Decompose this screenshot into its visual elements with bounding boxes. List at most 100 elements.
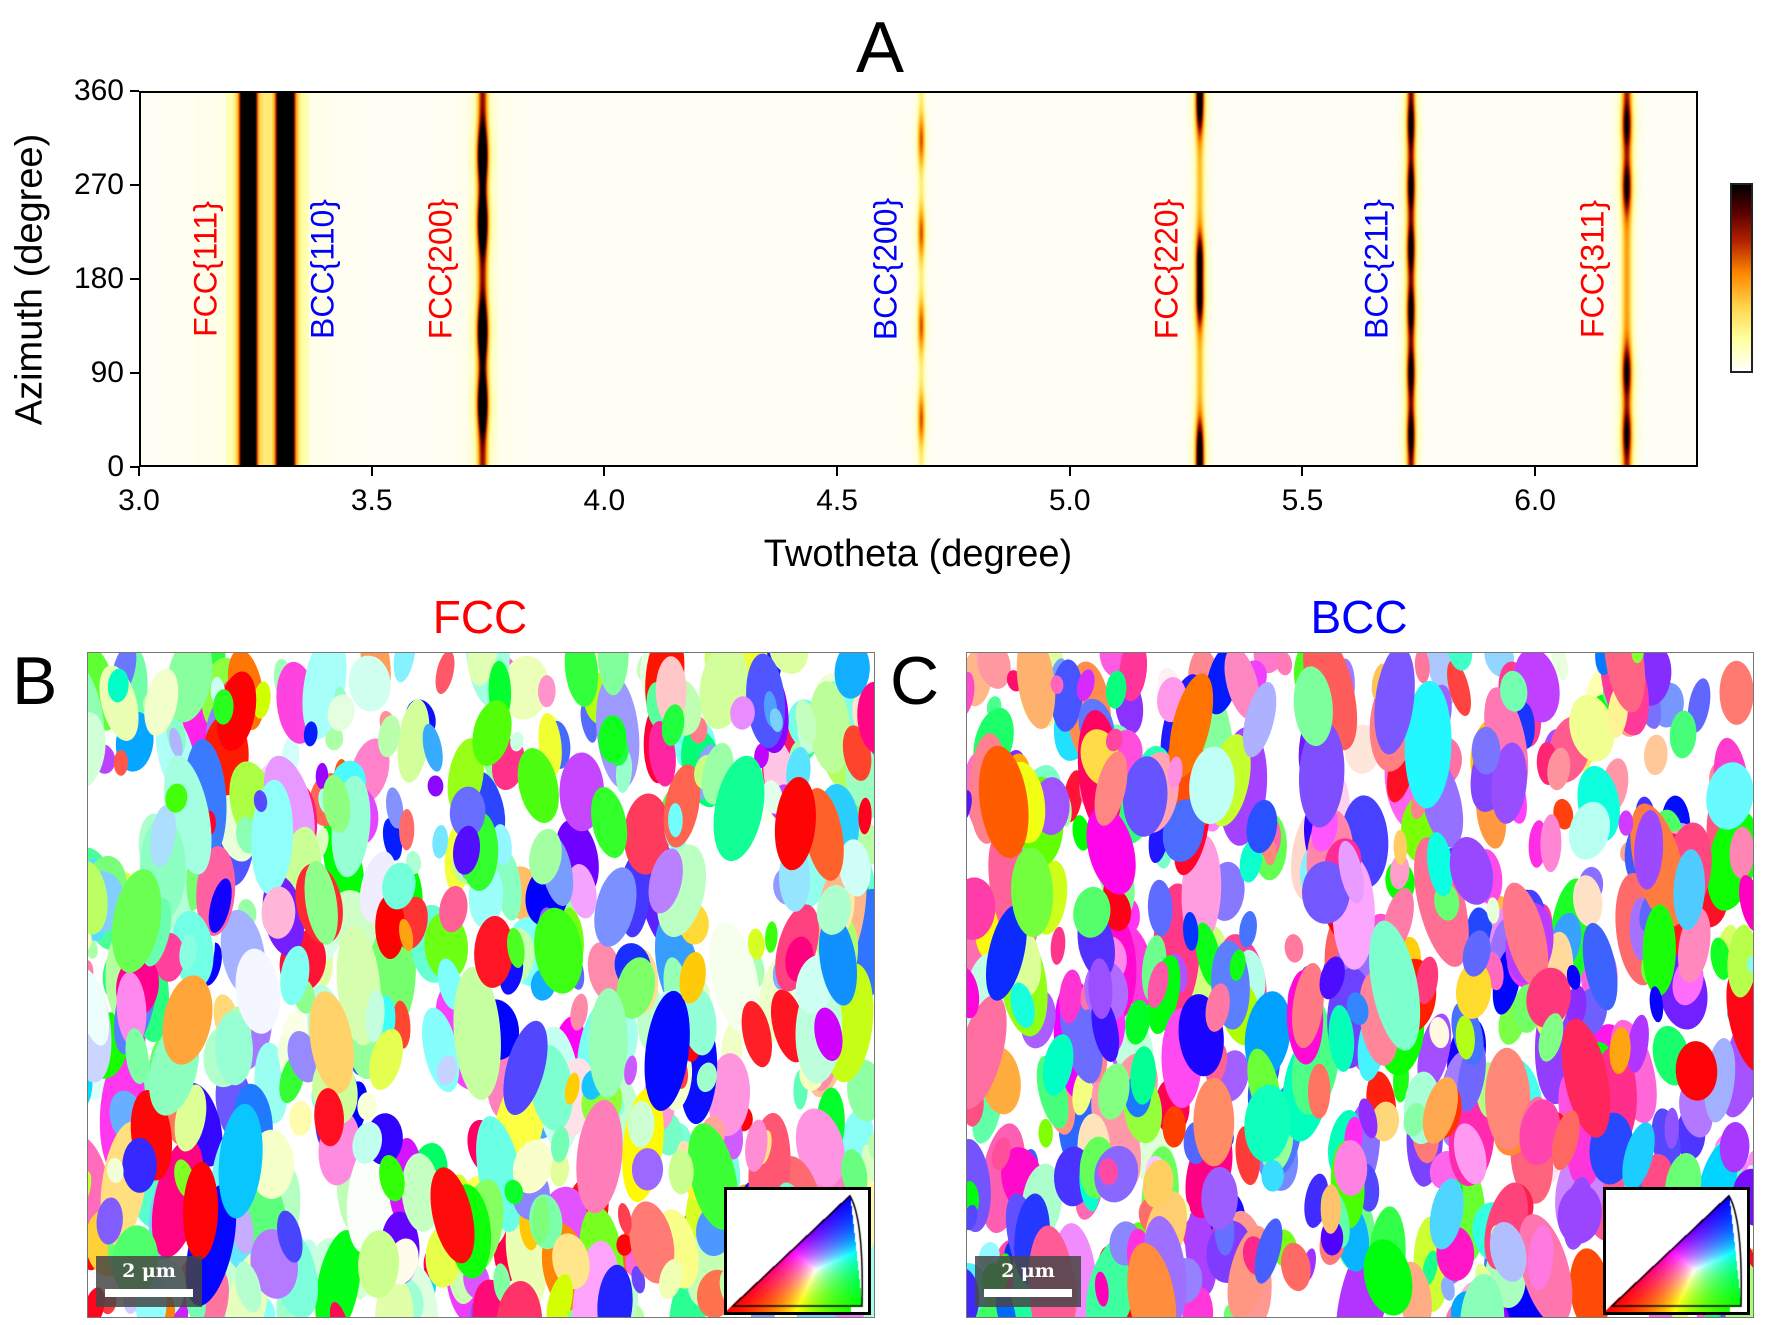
grain <box>496 1281 543 1317</box>
grain <box>309 991 354 1094</box>
x-tick-label: 4.5 <box>816 484 858 517</box>
grain <box>774 776 816 871</box>
grain <box>1500 670 1528 712</box>
grain <box>1393 829 1408 866</box>
grain <box>1706 762 1753 830</box>
grain <box>322 774 351 833</box>
grain <box>1527 1224 1554 1291</box>
peak-label: FCC{200} <box>422 198 459 339</box>
grain <box>111 869 162 973</box>
grain <box>814 1007 843 1061</box>
grain <box>357 1092 377 1121</box>
grain <box>1460 1273 1505 1317</box>
grain <box>857 681 874 755</box>
peak-label: BCC{110} <box>304 198 341 339</box>
grain <box>1162 799 1205 862</box>
grain <box>1239 911 1257 948</box>
grain <box>546 1274 573 1317</box>
grain <box>623 793 671 875</box>
grain <box>1076 669 1095 702</box>
grain <box>978 745 1029 859</box>
grain <box>1301 861 1350 924</box>
grain <box>327 694 355 731</box>
grain <box>839 839 871 897</box>
grain <box>616 957 656 1019</box>
grain <box>627 1100 655 1148</box>
y-tick-mark <box>130 278 139 280</box>
grain <box>1642 904 1676 996</box>
ipf-triangle <box>1606 1190 1747 1312</box>
grain <box>762 780 783 814</box>
peak-label: FCC{220} <box>1148 198 1185 339</box>
grain <box>1369 920 1421 1051</box>
grain <box>1363 1239 1413 1316</box>
grain <box>452 825 481 875</box>
grain <box>1189 746 1235 825</box>
grain <box>1491 742 1528 824</box>
grain <box>325 726 344 751</box>
grain <box>1422 1076 1458 1144</box>
grain <box>1328 1005 1355 1072</box>
grain <box>107 668 129 703</box>
grain <box>1011 847 1054 938</box>
grain <box>598 715 627 763</box>
fcc-ebsd-map: 2 μm <box>87 652 875 1318</box>
grain <box>1485 1047 1531 1150</box>
grain <box>1710 937 1732 980</box>
grain <box>401 1153 441 1232</box>
grain <box>1298 721 1345 828</box>
grain <box>1105 728 1123 752</box>
bcc-grain-map <box>967 653 1753 1317</box>
grain <box>616 1234 633 1256</box>
grain <box>741 1000 772 1068</box>
y-tick-label: 360 <box>73 74 124 107</box>
grain <box>439 885 468 933</box>
grain <box>304 860 338 945</box>
grain <box>467 653 498 686</box>
grain <box>1675 1041 1718 1101</box>
grain <box>165 783 188 813</box>
grain <box>745 1119 768 1172</box>
y-tick-mark <box>130 372 139 374</box>
grain <box>1727 924 1753 998</box>
grain <box>818 915 858 1006</box>
grain <box>567 863 597 919</box>
ipf-triangle <box>727 1190 868 1312</box>
x-tick-label: 3.5 <box>350 484 393 517</box>
grain <box>631 1148 664 1191</box>
grain <box>1183 911 1199 951</box>
grain <box>1561 1018 1611 1138</box>
grain <box>1609 1027 1631 1075</box>
grain <box>597 1264 633 1317</box>
grain <box>668 1149 694 1195</box>
colorbar <box>1730 183 1753 373</box>
grain <box>1447 660 1471 716</box>
grain <box>967 1181 980 1214</box>
grain <box>1719 1122 1750 1173</box>
grain <box>474 915 514 988</box>
grain <box>1551 653 1568 681</box>
grain <box>858 797 872 835</box>
grain <box>1582 922 1618 1011</box>
grain <box>1415 956 1439 1005</box>
grain <box>166 653 213 723</box>
grain <box>1453 1123 1487 1185</box>
grain <box>352 1121 383 1164</box>
grain <box>1540 814 1562 873</box>
x-tick-label: 5.0 <box>1048 484 1091 517</box>
grain <box>661 704 685 746</box>
grain <box>1244 1084 1291 1162</box>
grain <box>1130 1046 1157 1105</box>
bcc-title: BCC <box>1310 591 1408 643</box>
grain <box>315 1229 361 1317</box>
grain <box>617 1203 632 1234</box>
grain <box>713 755 765 862</box>
x-tick-mark <box>1301 467 1304 476</box>
grain <box>591 787 628 858</box>
grain <box>113 750 129 776</box>
grain <box>1631 653 1644 664</box>
grain <box>382 862 416 910</box>
grain <box>88 860 108 935</box>
grain <box>144 668 179 736</box>
diffraction-heatmap <box>139 91 1698 467</box>
